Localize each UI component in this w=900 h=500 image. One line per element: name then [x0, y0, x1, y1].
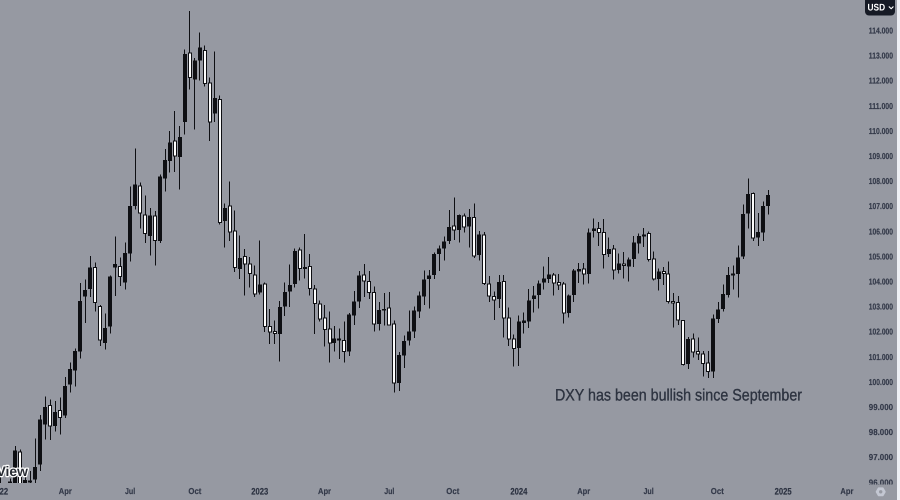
svg-text:102.000: 102.000 — [869, 327, 893, 337]
svg-text:Oct: Oct — [711, 486, 724, 496]
svg-text:View: View — [0, 464, 28, 479]
svg-text:Apr: Apr — [840, 486, 854, 496]
svg-text:106.000: 106.000 — [869, 226, 893, 236]
svg-text:Apr: Apr — [318, 486, 332, 496]
svg-text:97.000: 97.000 — [869, 452, 893, 462]
svg-text:107.000: 107.000 — [869, 201, 893, 211]
svg-text:100.000: 100.000 — [869, 377, 893, 387]
svg-text:105.000: 105.000 — [869, 251, 893, 261]
svg-text:104.000: 104.000 — [869, 277, 893, 287]
svg-text:112.000: 112.000 — [869, 76, 893, 86]
svg-text:Jul: Jul — [644, 486, 654, 496]
svg-text:109.000: 109.000 — [869, 151, 893, 161]
svg-text:Jul: Jul — [125, 486, 135, 496]
svg-text:110.000: 110.000 — [869, 126, 893, 136]
svg-text:2023: 2023 — [251, 485, 268, 496]
svg-text:96.000: 96.000 — [869, 477, 893, 487]
svg-text:2025: 2025 — [775, 485, 792, 496]
svg-text:Apr: Apr — [577, 486, 591, 496]
svg-text:Jul: Jul — [384, 486, 394, 496]
svg-text:99.000: 99.000 — [869, 402, 893, 412]
svg-text:Oct: Oct — [188, 486, 201, 496]
svg-text:103.000: 103.000 — [869, 302, 893, 312]
svg-text:DXY has been bullish since Sep: DXY has been bullish since September — [555, 387, 802, 405]
svg-text:114.000: 114.000 — [869, 26, 893, 36]
svg-text:Apr: Apr — [59, 486, 73, 496]
svg-text:98.000: 98.000 — [869, 427, 893, 437]
svg-text:113.000: 113.000 — [869, 51, 893, 61]
svg-text:Oct: Oct — [446, 486, 459, 496]
svg-text:2024: 2024 — [510, 485, 528, 496]
svg-text:101.000: 101.000 — [869, 352, 893, 362]
svg-text:USD: USD — [868, 3, 886, 14]
svg-text:111.000: 111.000 — [869, 101, 893, 111]
svg-text:2022: 2022 — [0, 485, 8, 496]
svg-text:108.000: 108.000 — [869, 176, 893, 186]
